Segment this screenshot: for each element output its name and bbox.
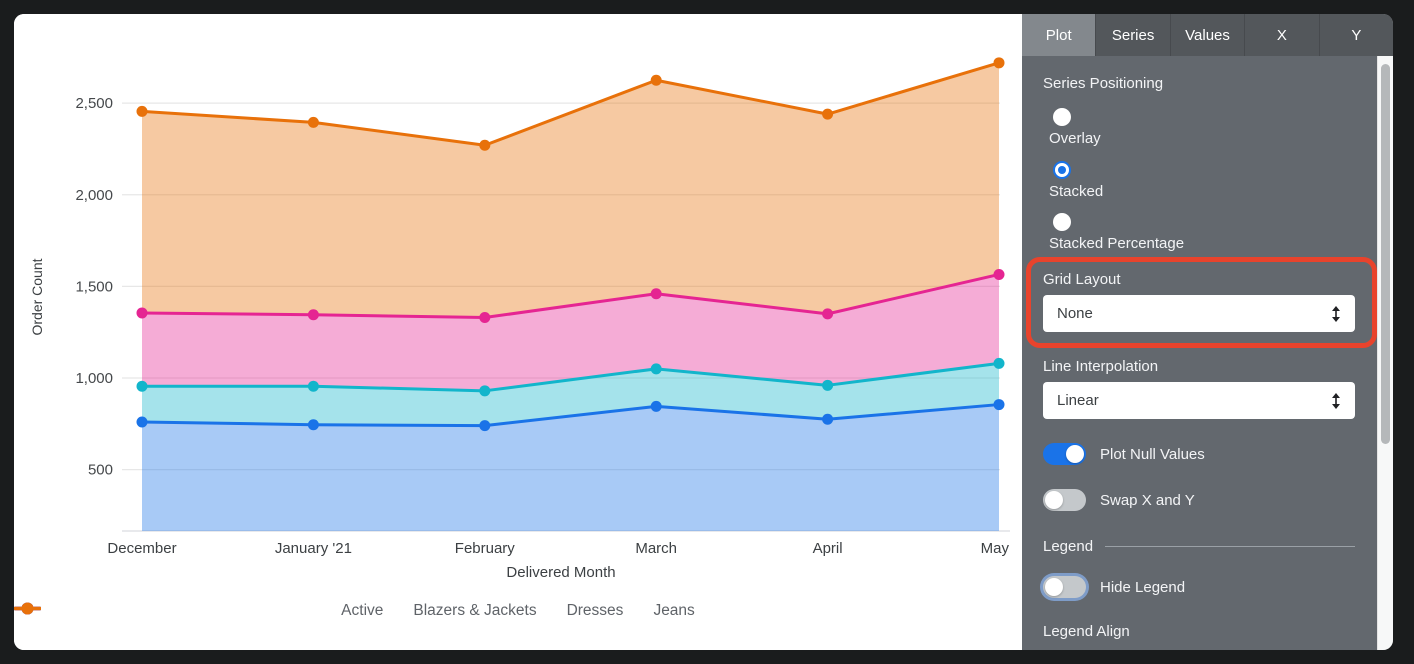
legend-section-title: Legend <box>1043 538 1094 555</box>
data-point <box>822 108 834 120</box>
data-point <box>136 416 148 428</box>
grid-layout-value: None <box>1057 305 1093 322</box>
data-point <box>479 312 491 324</box>
hide-legend-row: Hide Legend <box>1043 576 1185 598</box>
x-tick-label: March <box>635 540 677 557</box>
radio-button[interactable] <box>1053 213 1071 231</box>
grid-layout-select[interactable]: None <box>1043 295 1355 332</box>
grid-layout-label: Grid Layout <box>1043 271 1121 288</box>
data-point <box>136 307 148 319</box>
y-tick-label: 500 <box>88 462 113 479</box>
legend-label: Active <box>341 602 384 619</box>
data-point <box>136 380 148 392</box>
data-point <box>822 379 834 391</box>
area-band-blazers-jackets <box>142 363 999 426</box>
data-point <box>822 308 834 320</box>
line-interpolation-label: Line Interpolation <box>1043 358 1159 375</box>
swap-x-and-y-toggle[interactable] <box>1043 489 1086 511</box>
data-point <box>136 105 148 117</box>
data-point <box>650 288 662 300</box>
radio-label: Stacked Percentage <box>1049 235 1185 252</box>
legend-label: Dresses <box>566 602 624 619</box>
y-axis-title: Order Count <box>29 258 45 335</box>
section-divider <box>1105 546 1355 547</box>
area-band-dresses <box>142 274 999 391</box>
data-point <box>993 57 1005 69</box>
x-tick-label: April <box>813 540 843 557</box>
x-tick-label: December <box>107 540 176 557</box>
y-tick-label: 2,000 <box>75 187 113 204</box>
x-tick-label: January '21 <box>275 540 352 557</box>
tab-y[interactable]: Y <box>1318 14 1393 56</box>
tab-values[interactable]: Values <box>1169 14 1244 56</box>
data-point <box>993 357 1005 369</box>
updown-arrows-icon <box>1332 392 1340 409</box>
panel-tabs: Plot Series Values X Y <box>1022 14 1393 56</box>
settings-panel: Plot Series Values X Y Series Positioning Ov… <box>1022 14 1393 650</box>
radio-label: Stacked <box>1049 183 1104 200</box>
legend-item-dresses: Dresses <box>14 602 624 620</box>
legend-align-label: Legend Align <box>1043 623 1130 640</box>
panel-scrollbar[interactable] <box>1377 56 1393 650</box>
radio-option-overlay: Overlay <box>1043 108 1101 147</box>
series-line-dresses <box>141 273 1000 320</box>
series-line-active <box>141 403 1000 428</box>
series-positioning-label: Series Positioning <box>1043 75 1164 92</box>
swap-x-and-y-label: Swap X and Y <box>1100 491 1195 509</box>
x-tick-label: May <box>981 540 1010 557</box>
line-interpolation-select[interactable]: Linear <box>1043 382 1355 419</box>
x-tick-label: February <box>455 540 516 557</box>
radio-option-stacked: Stacked <box>1043 161 1103 200</box>
data-point <box>307 380 319 392</box>
data-point <box>822 413 834 425</box>
radio-label: Overlay <box>1049 130 1101 147</box>
radio-button[interactable] <box>1053 161 1071 179</box>
data-point <box>307 419 319 431</box>
legend-item-active: Active <box>14 602 384 620</box>
updown-arrows-icon <box>1332 305 1340 322</box>
chart-pane: 500 1,000 1,500 2,000 2,500 December January '… <box>14 14 1022 650</box>
hide-legend-toggle[interactable] <box>1043 576 1086 598</box>
legend-section-header: Legend <box>1043 538 1377 555</box>
legend-item-jeans: Jeans <box>14 602 695 620</box>
panel-scrollbar-thumb[interactable] <box>1381 64 1390 444</box>
tab-series[interactable]: Series <box>1095 14 1169 56</box>
radio-option-stacked-percentage: Stacked Percentage <box>1043 213 1184 252</box>
radio-button[interactable] <box>1053 108 1071 126</box>
app-window: 500 1,000 1,500 2,000 2,500 December January '… <box>14 14 1393 650</box>
x-axis-title: Delivered Month <box>506 564 615 581</box>
data-point <box>479 420 491 432</box>
tab-x[interactable]: X <box>1244 14 1318 56</box>
data-point <box>993 399 1005 411</box>
series-line-jeans <box>141 61 1000 147</box>
data-point <box>650 400 662 412</box>
stacked-area-chart: 500 1,000 1,500 2,000 2,500 December January '… <box>29 57 1010 581</box>
data-point <box>307 116 319 128</box>
swap-x-y-row: Swap X and Y <box>1043 489 1195 511</box>
series-line-blazers-jackets <box>142 361 1000 393</box>
plot-null-values-row: Plot Null Values <box>1043 443 1205 465</box>
area-band-jeans <box>142 62 999 318</box>
area-band-active <box>142 404 999 531</box>
data-point <box>479 139 491 151</box>
plot-null-values-label: Plot Null Values <box>1100 445 1205 463</box>
y-tick-label: 2,500 <box>75 95 113 112</box>
data-point <box>993 268 1005 280</box>
legend-label: Jeans <box>653 602 695 619</box>
hide-legend-label: Hide Legend <box>1100 578 1186 596</box>
data-point <box>479 385 491 397</box>
chart-legend: Active Blazers & Jackets Dresses Jeans <box>14 602 1022 620</box>
legend-item-blazers-jackets: Blazers & Jackets <box>14 602 537 620</box>
legend-label: Blazers & Jackets <box>413 602 537 619</box>
plot-null-values-toggle[interactable] <box>1043 443 1086 465</box>
data-point <box>307 309 319 321</box>
line-interpolation-value: Linear <box>1057 392 1099 409</box>
legend-marker-icon <box>14 602 41 615</box>
data-point <box>650 74 662 86</box>
tab-plot[interactable]: Plot <box>1022 14 1096 56</box>
y-tick-label: 1,000 <box>75 370 113 387</box>
y-tick-label: 1,500 <box>75 278 113 295</box>
data-point <box>650 363 662 375</box>
